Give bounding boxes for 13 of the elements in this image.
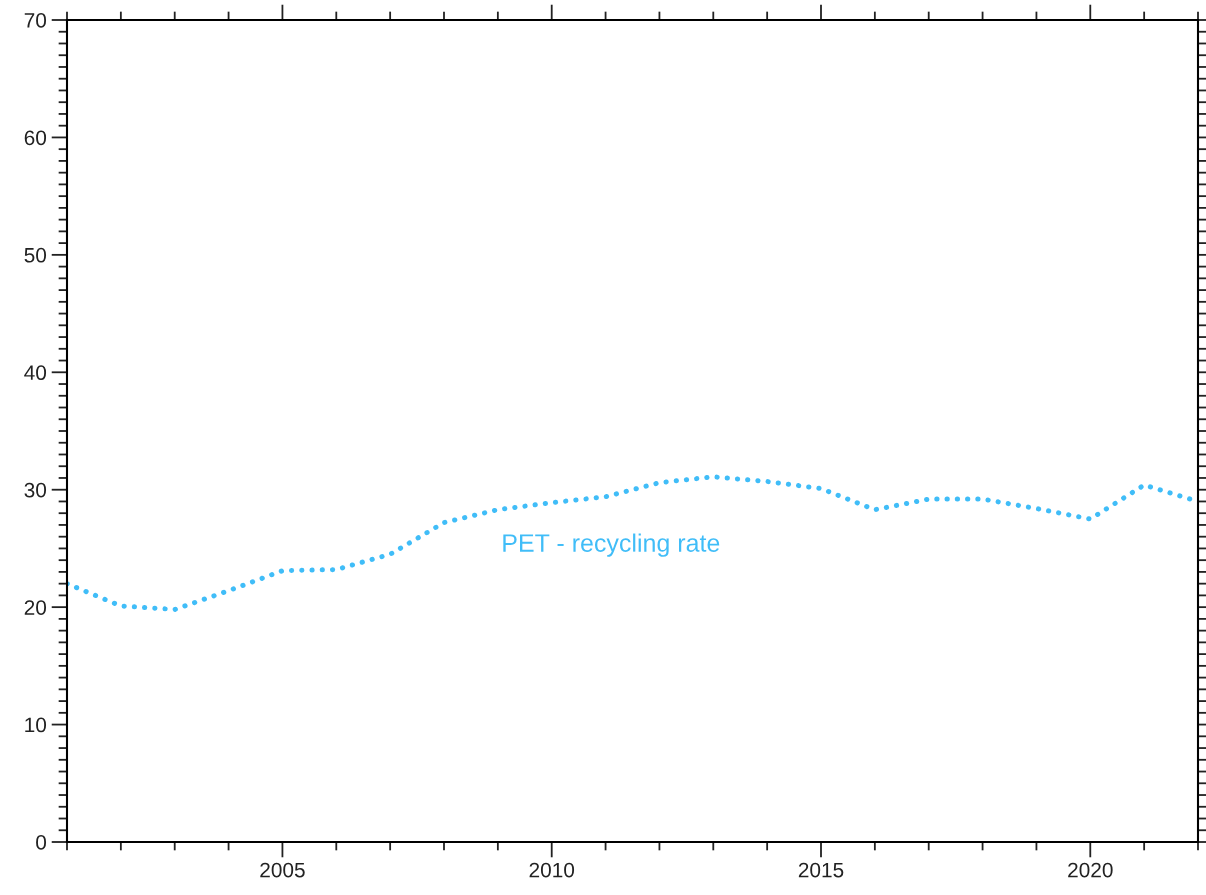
x-tick-label: 2010: [529, 862, 575, 878]
x-tick-label: 2020: [1068, 862, 1113, 878]
y-tick-label: 40: [24, 365, 47, 381]
x-tick-label: 2015: [798, 862, 844, 878]
series-label: PET - recycling rate: [503, 533, 720, 557]
x-tick-label: 2005: [260, 862, 305, 878]
y-tick-label: 70: [24, 13, 47, 28]
y-tick-label: 0: [36, 835, 47, 850]
y-tick-label: 60: [24, 130, 47, 146]
y-tick-label: 50: [24, 247, 47, 263]
y-tick-label: 20: [24, 600, 47, 615]
y-tick-label: 10: [25, 717, 47, 733]
y-tick-label: 30: [24, 482, 47, 498]
